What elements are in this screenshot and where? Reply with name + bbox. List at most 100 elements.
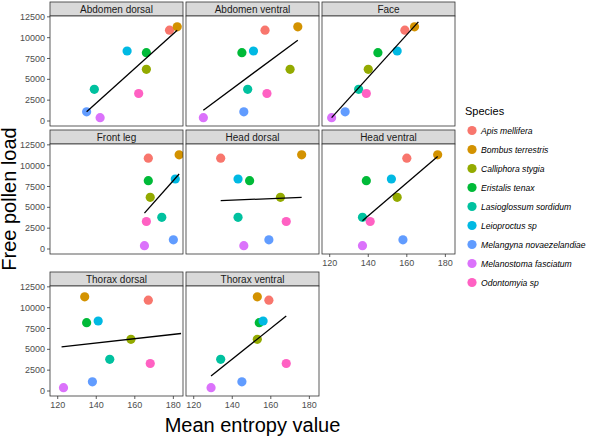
legend-label: Odontomyia sp bbox=[481, 278, 539, 288]
y-tick-label: 7500 bbox=[25, 324, 45, 334]
point bbox=[364, 65, 373, 74]
point bbox=[146, 359, 155, 368]
x-tick bbox=[445, 254, 446, 257]
y-tick-label: 12500 bbox=[20, 12, 45, 22]
point bbox=[90, 85, 99, 94]
point bbox=[259, 316, 268, 325]
point bbox=[276, 193, 285, 202]
point bbox=[96, 113, 105, 122]
legend-label: Melangyna novaezelandiae bbox=[481, 240, 586, 250]
x-axis-title: Mean entropy value bbox=[165, 414, 341, 436]
marks bbox=[206, 292, 290, 392]
panel-frame bbox=[186, 16, 319, 126]
point bbox=[362, 176, 371, 185]
panel-frame bbox=[50, 286, 183, 396]
point bbox=[282, 359, 291, 368]
y-tick bbox=[47, 286, 50, 287]
panel: Front leg02500500075001000012500 bbox=[20, 130, 184, 254]
y-tick-label: 12500 bbox=[20, 282, 45, 292]
trend-line bbox=[87, 30, 178, 112]
panel-title: Thorax dorsal bbox=[86, 274, 147, 285]
point bbox=[237, 377, 246, 386]
x-tick bbox=[193, 396, 194, 399]
y-tick-label: 5000 bbox=[25, 74, 45, 84]
panel: Head ventral120140160180 bbox=[322, 130, 455, 268]
legend-label: Bombus terrestris bbox=[481, 145, 549, 155]
legend-key bbox=[467, 278, 476, 287]
trend-line bbox=[144, 174, 179, 213]
point bbox=[199, 113, 208, 122]
point bbox=[366, 217, 375, 226]
x-tick-label: 120 bbox=[50, 400, 65, 410]
y-tick bbox=[47, 16, 50, 17]
x-tick bbox=[329, 254, 330, 257]
point bbox=[239, 107, 248, 116]
x-tick bbox=[232, 396, 233, 399]
y-tick-label: 0 bbox=[40, 386, 45, 396]
point bbox=[260, 26, 269, 35]
panel-frame bbox=[186, 144, 319, 254]
point bbox=[282, 217, 291, 226]
point bbox=[253, 292, 262, 301]
point bbox=[82, 318, 91, 327]
x-tick-label: 140 bbox=[361, 258, 376, 268]
plot-background bbox=[322, 144, 455, 254]
point bbox=[173, 22, 182, 31]
point bbox=[433, 150, 442, 159]
x-tick-label: 160 bbox=[399, 258, 414, 268]
strip bbox=[186, 272, 319, 286]
panel: Abdomen ventral bbox=[186, 2, 319, 126]
x-tick bbox=[309, 396, 310, 399]
strip bbox=[322, 130, 455, 144]
y-tick bbox=[47, 328, 50, 329]
y-tick bbox=[47, 207, 50, 208]
y-tick bbox=[47, 249, 50, 250]
point bbox=[80, 292, 89, 301]
chart: Abdomen dorsal 0 2500 5000 7500 10000 12500 Abd… bbox=[0, 0, 600, 441]
strip bbox=[186, 2, 319, 16]
y-tick-label: 12500 bbox=[20, 140, 45, 150]
marks bbox=[327, 22, 419, 122]
panel-title: Abdomen dorsal bbox=[80, 4, 153, 15]
y-tick bbox=[47, 37, 50, 38]
panel-title: Head dorsal bbox=[226, 132, 280, 143]
point bbox=[262, 89, 271, 98]
x-tick-label: 180 bbox=[438, 258, 453, 268]
plot-background bbox=[50, 144, 183, 254]
marks bbox=[199, 22, 303, 122]
point bbox=[59, 383, 68, 392]
panel: Face bbox=[322, 2, 455, 126]
point bbox=[373, 48, 382, 57]
y-axis-title: Free pollen load bbox=[0, 127, 20, 270]
trend-line bbox=[62, 334, 182, 347]
point bbox=[134, 89, 143, 98]
y-tick bbox=[47, 58, 50, 59]
y-tick-label: 10000 bbox=[20, 303, 45, 313]
y-tick bbox=[47, 391, 50, 392]
legend-key bbox=[467, 145, 476, 154]
point bbox=[362, 89, 371, 98]
x-tick bbox=[96, 396, 97, 399]
legend-label: Calliphora stygia bbox=[481, 164, 545, 174]
point bbox=[297, 150, 306, 159]
panel-title: Face bbox=[377, 4, 400, 15]
strip bbox=[322, 2, 455, 16]
y-tick-label: 10000 bbox=[20, 161, 45, 171]
y-tick-label: 2500 bbox=[25, 365, 45, 375]
y-tick-label: 7500 bbox=[25, 54, 45, 64]
point bbox=[239, 241, 248, 250]
plot-background bbox=[186, 286, 319, 396]
panel: Thorax dorsal025005000750010000125001201… bbox=[20, 272, 183, 410]
point bbox=[341, 107, 350, 116]
marks bbox=[82, 22, 182, 122]
plot-background bbox=[50, 286, 183, 396]
point bbox=[206, 383, 215, 392]
y-tick bbox=[47, 370, 50, 371]
plot-background bbox=[50, 16, 183, 126]
y-tick bbox=[47, 186, 50, 187]
trend-line bbox=[362, 157, 437, 221]
legend-label: Melanostoma fasciatum bbox=[481, 259, 572, 269]
plot-background bbox=[322, 16, 455, 126]
trend-line bbox=[332, 22, 419, 118]
y-tick bbox=[47, 165, 50, 166]
